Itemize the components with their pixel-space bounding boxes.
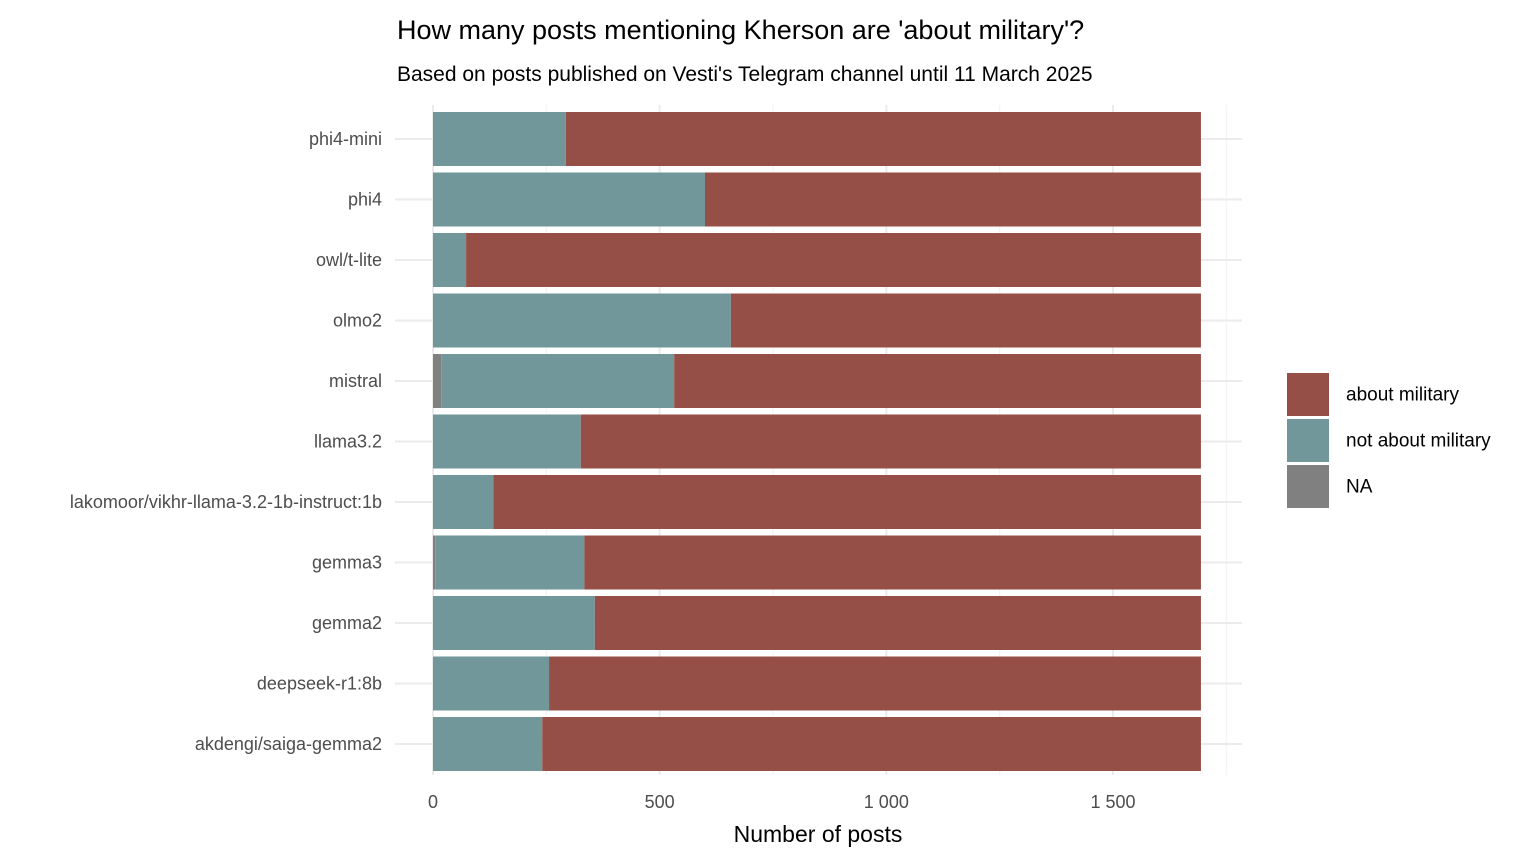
bar-segment-na: [433, 535, 436, 590]
chart-subtitle: Based on posts published on Vesti's Tele…: [397, 63, 1093, 86]
bar-segment-not-about-military: [433, 475, 494, 529]
x-axis-tick-labels: 0 500 1 000 1 500: [428, 792, 1136, 812]
x-axis-label: Number of posts: [734, 821, 903, 847]
bar-segment-not-about-military: [433, 172, 705, 227]
legend: about military not about military NA: [1287, 373, 1491, 508]
bar-segment-not-about-military: [441, 354, 675, 408]
x-tick-label: 500: [645, 792, 675, 812]
y-tick-label: akdengi/saiga-gemma2: [195, 734, 382, 754]
y-tick-label: gemma3: [312, 553, 382, 573]
bar-segment-na: [433, 354, 442, 408]
bar-segment-about-military: [584, 535, 1201, 590]
bar-segment-about-military: [674, 354, 1201, 408]
bar-group: [433, 596, 1201, 650]
bar-segment-about-military: [493, 475, 1201, 529]
bar-segment-not-about-military: [433, 717, 543, 771]
y-tick-label: mistral: [329, 371, 382, 391]
bars: [433, 112, 1201, 771]
bar-group: [433, 293, 1201, 348]
bar-segment-about-military: [594, 596, 1201, 650]
bar-group: [433, 233, 1201, 287]
bar-group: [433, 414, 1201, 469]
bar-segment-about-military: [705, 172, 1201, 227]
chart-title: How many posts mentioning Kherson are 'a…: [397, 15, 1084, 45]
bar-group: [433, 535, 1201, 590]
bar-segment-not-about-military: [433, 112, 566, 166]
bar-segment-about-military: [549, 656, 1201, 711]
bar-group: [433, 475, 1201, 529]
legend-label: NA: [1346, 477, 1373, 498]
x-tick-label: 1 500: [1090, 792, 1135, 812]
bar-group: [433, 172, 1201, 227]
y-tick-label: olmo2: [333, 311, 382, 331]
bar-segment-about-military: [565, 112, 1201, 166]
bar-segment-not-about-military: [435, 535, 585, 590]
bar-segment-not-about-military: [433, 596, 595, 650]
bar-segment-about-military: [542, 717, 1201, 771]
y-tick-label: phi4: [348, 190, 382, 210]
legend-label: about military: [1346, 385, 1459, 406]
bar-segment-about-military: [730, 293, 1201, 348]
bar-segment-not-about-military: [433, 233, 467, 287]
bar-group: [433, 112, 1201, 166]
y-tick-label: lakomoor/vikhr-llama-3.2-1b-instruct:1b: [70, 492, 382, 512]
bar-segment-about-military: [580, 414, 1201, 469]
bar-segment-not-about-military: [433, 293, 731, 348]
bar-segment-not-about-military: [433, 414, 581, 469]
x-tick-label: 1 000: [864, 792, 909, 812]
bar-group: [433, 656, 1201, 711]
legend-key: [1287, 419, 1329, 462]
y-tick-label: deepseek-r1:8b: [257, 674, 382, 694]
bar-group: [433, 354, 1201, 408]
x-tick-label: 0: [428, 792, 438, 812]
y-tick-label: phi4-mini: [309, 129, 382, 149]
legend-key: [1287, 373, 1329, 416]
bar-segment-about-military: [466, 233, 1201, 287]
y-tick-label: gemma2: [312, 613, 382, 633]
y-tick-label: llama3.2: [314, 432, 382, 452]
bar-segment-not-about-military: [433, 656, 550, 711]
bar-group: [433, 717, 1201, 771]
legend-label: not about military: [1346, 431, 1491, 452]
y-tick-label: owl/t-lite: [316, 250, 382, 270]
legend-key: [1287, 465, 1329, 508]
y-axis-tick-labels: phi4-mini phi4 owl/t-lite olmo2 mistral llama…: [70, 129, 382, 754]
